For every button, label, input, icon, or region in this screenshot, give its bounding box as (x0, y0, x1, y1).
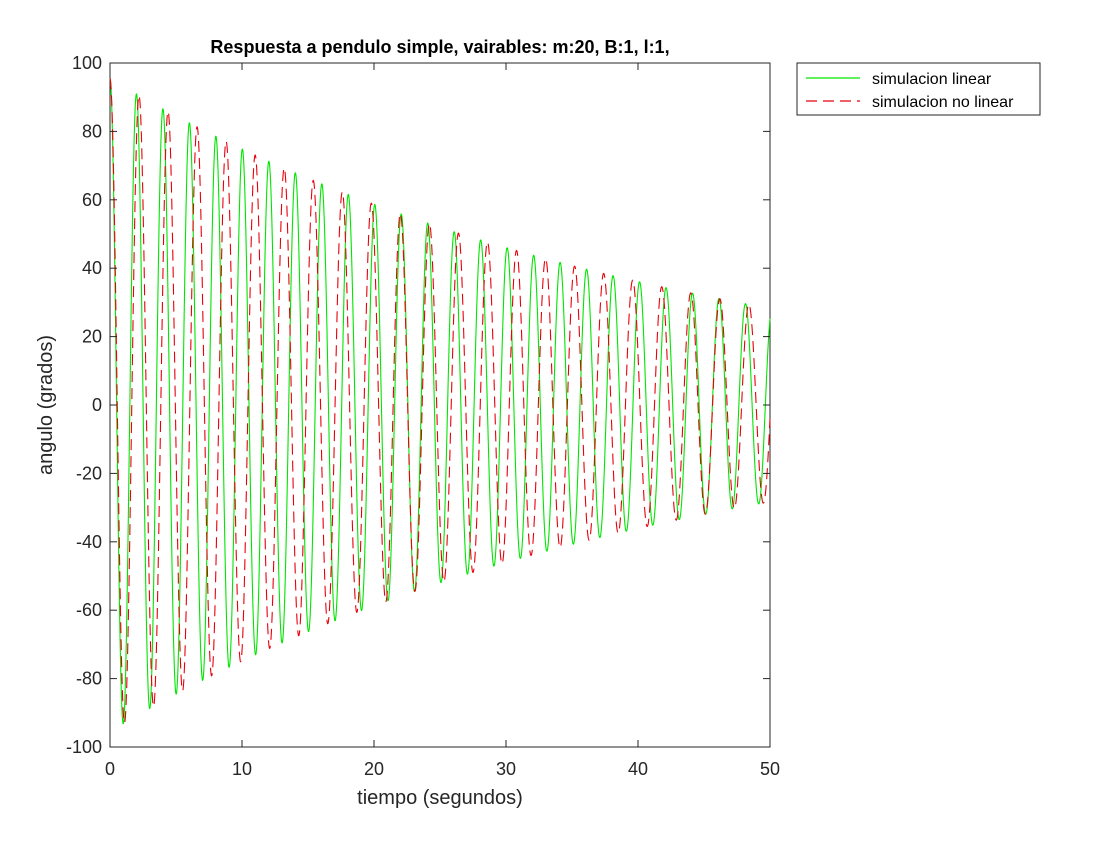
y-tick-label: 60 (82, 190, 102, 210)
y-tick-label: -80 (76, 669, 102, 689)
plot-area (109, 62, 771, 748)
y-tick-label: 40 (82, 258, 102, 278)
y-tick-label: 100 (72, 53, 102, 73)
legend: simulacion linear simulacion no linear (796, 62, 1041, 116)
y-tick-label: 0 (92, 395, 102, 415)
legend-box (796, 62, 1041, 116)
y-axis-label: angulo (grados) (35, 335, 57, 475)
x-tick-label: 0 (105, 759, 115, 779)
x-tick-label: 40 (628, 759, 648, 779)
x-tick-label: 20 (364, 759, 384, 779)
y-tick-label: 80 (82, 121, 102, 141)
legend-label-nonlinear: simulacion no linear (872, 94, 1014, 111)
series-layer (109, 78, 771, 725)
series-line-linear (109, 78, 771, 725)
x-tick-label: 10 (232, 759, 252, 779)
y-tick-label: -40 (76, 532, 102, 552)
x-tick-label: 50 (760, 759, 780, 779)
y-tick-label: -100 (66, 737, 102, 757)
x-axis: 0 10 20 30 40 50 (105, 63, 780, 779)
y-axis: -100 -80 -60 -40 -20 0 20 40 60 80 100 (66, 53, 770, 757)
y-tick-label: 20 (82, 327, 102, 347)
legend-label-linear: simulacion linear (872, 71, 992, 88)
y-tick-label: -60 (76, 600, 102, 620)
series-line-nonlinear (109, 78, 771, 724)
chart-title: Respuesta a pendulo simple, vairables: m… (210, 37, 669, 57)
x-tick-label: 30 (496, 759, 516, 779)
x-axis-label: tiempo (segundos) (357, 787, 523, 809)
y-tick-label: -20 (76, 463, 102, 483)
